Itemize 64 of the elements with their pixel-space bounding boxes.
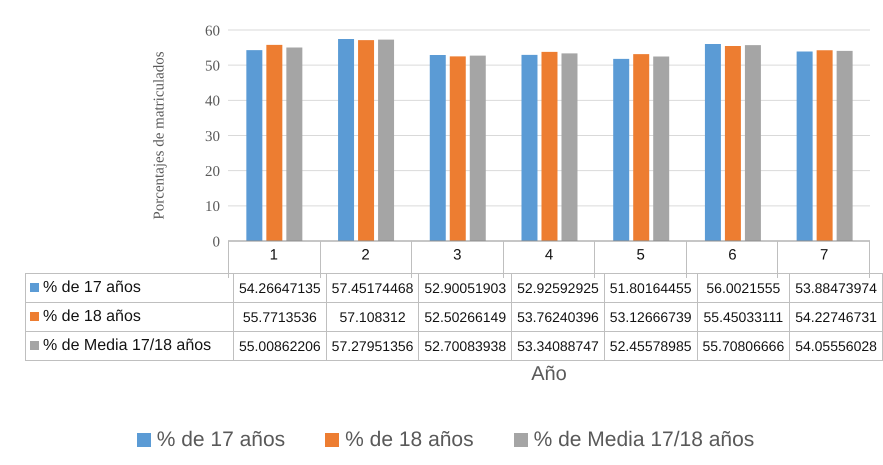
text: % de Media 17/18 años [534,428,754,451]
bar [541,52,558,241]
bar [521,54,538,241]
bar [796,52,813,241]
x-tick-label: 3 [453,246,462,264]
legend-label: % de 17 años [26,274,234,302]
data-label: 56.0021555 [697,274,790,302]
data-label: 52.45578985 [604,332,698,360]
bar [613,58,630,241]
y-tick-label: 20 [205,164,220,180]
bar [744,45,761,241]
legend-label: % de Media 17/18 años [26,332,234,360]
x-tick-label: 2 [361,246,370,264]
data-label: 53.88473974 [790,274,882,302]
bar [704,44,721,241]
data-label: 57.108312 [326,302,419,332]
x-tick-label: 6 [728,246,737,264]
bar [561,53,578,241]
bar [470,56,486,241]
data-label: 55.70806666 [697,332,790,360]
data-label: 55.45033111 [697,302,790,332]
x-axis-title: Año [530,363,568,386]
data-label: 54.22746731 [790,302,882,332]
bar [286,48,302,241]
bar [358,40,374,241]
data-label: 57.45174468 [326,274,419,302]
bar [816,50,833,241]
bar [378,40,394,241]
data-label: 52.90051903 [418,274,512,302]
data-label: 52.92592925 [512,274,604,302]
y-tick-label: 40 [205,94,220,110]
x-tick-label: 4 [544,246,554,264]
data-label: 53.12666739 [604,302,698,332]
data-label: 52.50266149 [418,302,512,332]
bar [836,50,853,241]
bar [633,54,650,241]
x-tick-label: 1 [270,246,278,264]
y-axis-title: Porcentajes de matriculados [151,51,168,220]
legend-label: % de 18 años [26,302,234,332]
text: % de 17 años [156,428,286,451]
bar [430,54,446,241]
bar [450,56,466,241]
y-tick-label: 10 [205,199,220,216]
data-label: 55.00862206 [234,332,326,360]
data-label: 53.34088747 [512,332,604,360]
data-label: 52.70083938 [418,332,512,360]
bar [266,44,282,241]
text: % de 18 años [345,428,474,451]
bar [653,56,670,241]
bar [724,46,741,241]
y-tick-label: 30 [205,128,220,145]
x-tick-label: 5 [636,246,645,264]
y-tick-label: 0 [212,234,220,250]
data-label: 54.05556028 [790,332,882,360]
data-label: 53.76240396 [512,302,604,332]
data-label: 54.26647135 [234,274,326,302]
data-label: 57.27951356 [326,332,419,360]
y-tick-label: 50 [205,58,220,74]
x-tick-label: 7 [820,246,828,264]
bar [338,38,354,241]
bar [246,50,262,241]
data-label: 55.7713536 [234,302,326,332]
data-label: 51.80164455 [604,274,698,302]
y-tick-label: 60 [205,23,220,40]
